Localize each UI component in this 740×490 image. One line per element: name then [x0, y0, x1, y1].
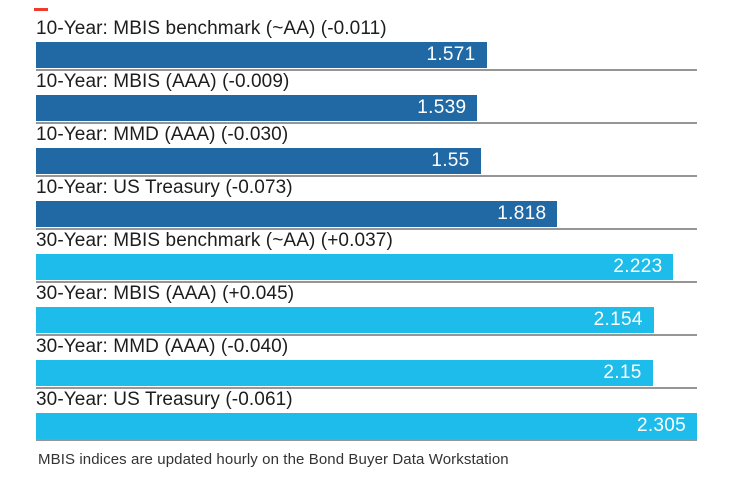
bar-value-label: 1.55: [431, 150, 470, 171]
bar-chart: 10-Year: MBIS benchmark (~AA) (-0.011) 1.…: [36, 18, 697, 441]
bar-track: 2.223: [36, 254, 697, 280]
bar-label: 30-Year: MBIS (AAA) (+0.045): [36, 283, 295, 304]
bar-value-label: 2.15: [603, 362, 642, 383]
chart-row: 10-Year: US Treasury (-0.073) 1.818: [36, 177, 697, 230]
bar-label: 10-Year: MBIS (AAA) (-0.009): [36, 71, 290, 92]
chart-row: 30-Year: US Treasury (-0.061) 2.305: [36, 389, 697, 441]
bar: 2.305: [36, 413, 697, 439]
bar-label: 30-Year: US Treasury (-0.061): [36, 389, 293, 410]
bar-value-label: 1.571: [426, 44, 476, 65]
chart-row: 10-Year: MBIS benchmark (~AA) (-0.011) 1.…: [36, 18, 697, 71]
bar: 2.15: [36, 360, 653, 386]
bar-label: 10-Year: MBIS benchmark (~AA) (-0.011): [36, 18, 387, 39]
bar-label: 10-Year: US Treasury (-0.073): [36, 177, 293, 198]
bar-track: 1.55: [36, 148, 697, 174]
bar-label: 30-Year: MBIS benchmark (~AA) (+0.037): [36, 230, 393, 251]
bar-value-label: 2.305: [636, 415, 686, 436]
chart-row: 30-Year: MBIS benchmark (~AA) (+0.037) 2.…: [36, 230, 697, 283]
bar-value-label: 2.223: [613, 256, 663, 277]
bar-track: 1.571: [36, 42, 697, 68]
chart-footnote: MBIS indices are updated hourly on the B…: [38, 451, 509, 468]
chart-row: 10-Year: MBIS (AAA) (-0.009) 1.539: [36, 71, 697, 124]
chart-row: 30-Year: MMD (AAA) (-0.040) 2.15: [36, 336, 697, 389]
bar-track: 2.154: [36, 307, 697, 333]
bar: 1.55: [36, 148, 481, 174]
bar: 1.818: [36, 201, 558, 227]
bar-track: 1.539: [36, 95, 697, 121]
bar-label: 10-Year: MMD (AAA) (-0.030): [36, 124, 289, 145]
bar: 2.154: [36, 307, 654, 333]
bar: 1.539: [36, 95, 478, 121]
chart-row: 10-Year: MMD (AAA) (-0.030) 1.55: [36, 124, 697, 177]
bar: 1.571: [36, 42, 487, 68]
bar-track: 2.15: [36, 360, 697, 386]
bar-label: 30-Year: MMD (AAA) (-0.040): [36, 336, 289, 357]
bar-value-label: 2.154: [593, 309, 643, 330]
bar-value-label: 1.818: [497, 203, 547, 224]
red-accent-dash-icon: [34, 8, 48, 11]
bar: 2.223: [36, 254, 674, 280]
bar-track: 2.305: [36, 413, 697, 439]
chart-row: 30-Year: MBIS (AAA) (+0.045) 2.154: [36, 283, 697, 336]
bar-value-label: 1.539: [417, 97, 467, 118]
bar-track: 1.818: [36, 201, 697, 227]
